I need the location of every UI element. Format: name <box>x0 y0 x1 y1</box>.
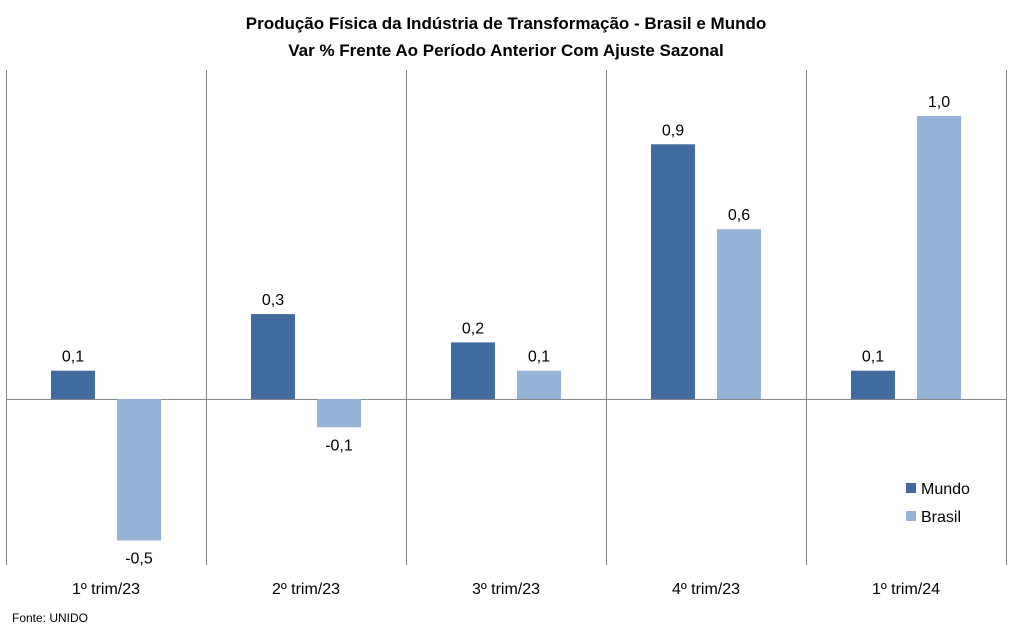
bars <box>51 116 961 541</box>
bar-mundo <box>851 370 895 399</box>
grid-lines <box>6 70 1007 565</box>
x-tick-label: 1º trim/23 <box>72 581 140 598</box>
x-tick-label: 2º trim/23 <box>272 581 340 598</box>
source-note: Fonte: UNIDO <box>12 611 89 625</box>
bar-mundo <box>651 144 695 399</box>
x-tick-label: 4º trim/23 <box>672 581 740 598</box>
data-label-brasil: -0,1 <box>325 437 353 454</box>
bar-mundo <box>51 370 95 399</box>
legend-label-mundo: Mundo <box>921 481 970 498</box>
data-label-mundo: 0,1 <box>862 349 884 366</box>
legend-swatch-brasil <box>906 511 916 521</box>
bar-brasil <box>917 116 961 399</box>
data-label-mundo: 0,2 <box>462 320 484 337</box>
chart-title: Produção Física da Indústria de Transfor… <box>246 14 767 33</box>
data-labels: 0,1 -0,5 0,3 -0,1 0,2 0,1 0,9 0,6 0,1 1,0 <box>62 94 950 568</box>
x-tick-label: 1º trim/24 <box>872 581 940 598</box>
legend-label-brasil: Brasil <box>921 509 961 526</box>
data-label-brasil: 0,6 <box>728 207 750 224</box>
x-tick-labels: 1º trim/23 2º trim/23 3º trim/23 4º trim/23… <box>72 581 940 598</box>
data-label-brasil: 1,0 <box>928 94 950 111</box>
chart-subtitle: Var % Frente Ao Período Anterior Com Aju… <box>288 41 723 60</box>
bar-brasil <box>317 399 361 428</box>
data-label-brasil: -0,5 <box>125 551 153 568</box>
data-label-mundo: 0,9 <box>662 122 684 139</box>
legend: Mundo Brasil <box>906 481 970 526</box>
x-tick-label: 3º trim/23 <box>472 581 540 598</box>
bar-brasil <box>717 229 761 399</box>
bar-mundo <box>451 342 495 399</box>
bar-mundo <box>251 314 295 399</box>
data-label-mundo: 0,1 <box>62 349 84 366</box>
bar-brasil <box>517 370 561 399</box>
bar-brasil <box>117 399 161 541</box>
data-label-brasil: 0,1 <box>528 349 550 366</box>
legend-swatch-mundo <box>906 483 916 493</box>
data-label-mundo: 0,3 <box>262 292 284 309</box>
